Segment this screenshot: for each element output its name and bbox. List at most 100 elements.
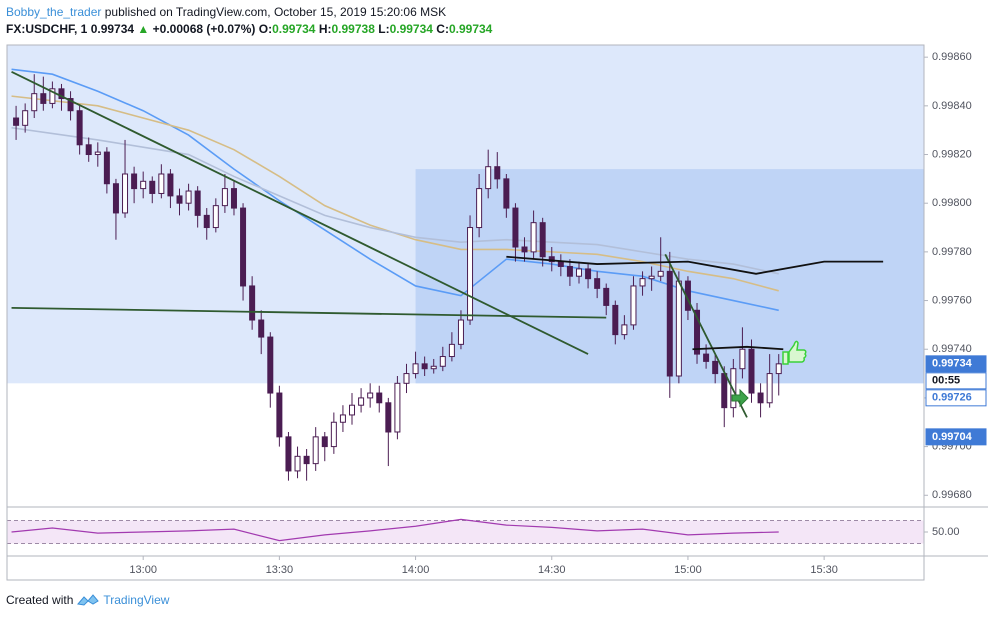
candle-body — [503, 178, 510, 209]
ohlc-label: C: — [436, 22, 449, 36]
candle-body — [394, 382, 401, 433]
candle-body — [330, 421, 337, 448]
price-tag-bg — [925, 428, 987, 446]
candle-body — [22, 110, 29, 126]
author[interactable]: Bobby_the_trader — [6, 5, 102, 19]
candle-body — [621, 324, 628, 336]
footer-brand[interactable]: TradingView — [103, 593, 170, 607]
candle-body — [612, 304, 619, 336]
change: +0.00068 (+0.07%) — [152, 22, 256, 36]
candle-body — [76, 110, 83, 146]
ohlc-label: H: — [318, 22, 332, 36]
background-layer — [7, 45, 924, 384]
y-tick-label: 0.99780 — [932, 246, 972, 258]
y-tick-label: 0.99740 — [932, 343, 972, 355]
y-tick-label: 0.99860 — [932, 51, 972, 63]
candle-body — [349, 404, 356, 416]
candle-body — [285, 436, 292, 472]
rsi-tick-label: 50.00 — [932, 526, 960, 538]
candle-body — [712, 360, 719, 375]
price-tag-bg — [925, 389, 987, 407]
candle-body — [566, 265, 573, 277]
candle-body — [730, 368, 737, 409]
candle-body — [557, 261, 564, 267]
candle-body — [575, 268, 582, 277]
last-price-tag: 0.99734 — [932, 358, 973, 370]
candle-body — [249, 285, 256, 321]
candle-body — [303, 455, 310, 465]
candle-body — [185, 190, 192, 204]
candle-body — [294, 455, 301, 472]
y-tick-label: 0.99680 — [932, 489, 972, 501]
candle-body — [439, 356, 446, 367]
candle-body — [13, 117, 20, 126]
thumbs-up-icon — [782, 340, 807, 365]
arrow: ▲ — [137, 22, 150, 36]
candle-body — [421, 363, 428, 370]
ohlc-label: O: — [258, 22, 273, 36]
candle-body — [648, 275, 655, 280]
ohlc-value: 0.99734 — [389, 22, 433, 36]
candle-body — [476, 188, 483, 229]
ohlc-label: L: — [378, 22, 390, 36]
candle-body — [448, 343, 455, 358]
logo-mark — [77, 594, 100, 606]
candle-body — [657, 270, 664, 277]
axis-layer: 0.99860 0.99840 0.99820 0.99800 0.99780 0.997… — [6, 44, 988, 581]
candle-body — [694, 309, 701, 355]
publish-info: published on TradingView.com, October 15… — [104, 5, 447, 19]
candle-body — [766, 373, 773, 404]
candle-body — [258, 319, 265, 338]
trend-line — [664, 253, 748, 418]
candle-body — [85, 144, 92, 156]
candle-body — [775, 363, 782, 375]
candle-body — [739, 348, 746, 370]
y-tick-label: 0.99800 — [932, 197, 972, 209]
trend-line — [11, 70, 589, 355]
x-tick-label: 15:30 — [810, 564, 838, 576]
candle-body — [267, 336, 274, 394]
candle-body — [548, 256, 555, 263]
rsi-band — [7, 520, 924, 544]
countdown-tag: 00:55 — [932, 375, 960, 387]
x-tick-label: 13:00 — [129, 564, 157, 576]
ohlc-value: 0.99734 — [448, 22, 493, 36]
candle-body — [31, 93, 38, 112]
candle-body — [539, 222, 546, 258]
candle-body — [203, 214, 210, 229]
x-tick-label: 13:30 — [266, 564, 294, 576]
moving-average — [11, 95, 779, 292]
candle-body — [312, 436, 319, 465]
candle-body — [321, 436, 328, 448]
candle-body — [230, 188, 237, 209]
candle-body — [122, 173, 129, 214]
candle-body — [703, 353, 710, 362]
candle-body — [276, 392, 283, 438]
candle-body — [67, 98, 74, 112]
symbol-line: FX:USDCHF, 1 0.99734 ▲ +0.00068 (+0.07%)… — [6, 22, 492, 36]
candle-body — [721, 373, 728, 409]
candle-body — [176, 195, 183, 204]
last-price-tag-bg — [925, 355, 987, 373]
publish-line: Bobby_the_trader published on TradingVie… — [6, 5, 446, 19]
price-tag: 0.99704 — [932, 431, 973, 443]
candle-body — [467, 227, 474, 321]
x-tick-label: 14:30 — [538, 564, 566, 576]
x-tick-label: 14:00 — [402, 564, 430, 576]
candle-body — [585, 268, 592, 280]
candle-body — [385, 402, 392, 433]
candle-body — [112, 183, 119, 214]
rsi-line — [11, 518, 779, 542]
footer-prefix: Created with — [6, 593, 74, 607]
candle-body — [603, 287, 610, 306]
candle-body — [521, 246, 528, 253]
footer: Created with TradingView — [6, 593, 169, 607]
candle-body — [194, 190, 201, 216]
ohlc-value: 0.99734 — [272, 22, 316, 36]
logo — [77, 594, 100, 606]
candle-body — [158, 173, 165, 194]
y-tick-label: 0.99820 — [932, 148, 972, 160]
candle-body — [412, 363, 419, 375]
candle-body — [457, 319, 464, 345]
